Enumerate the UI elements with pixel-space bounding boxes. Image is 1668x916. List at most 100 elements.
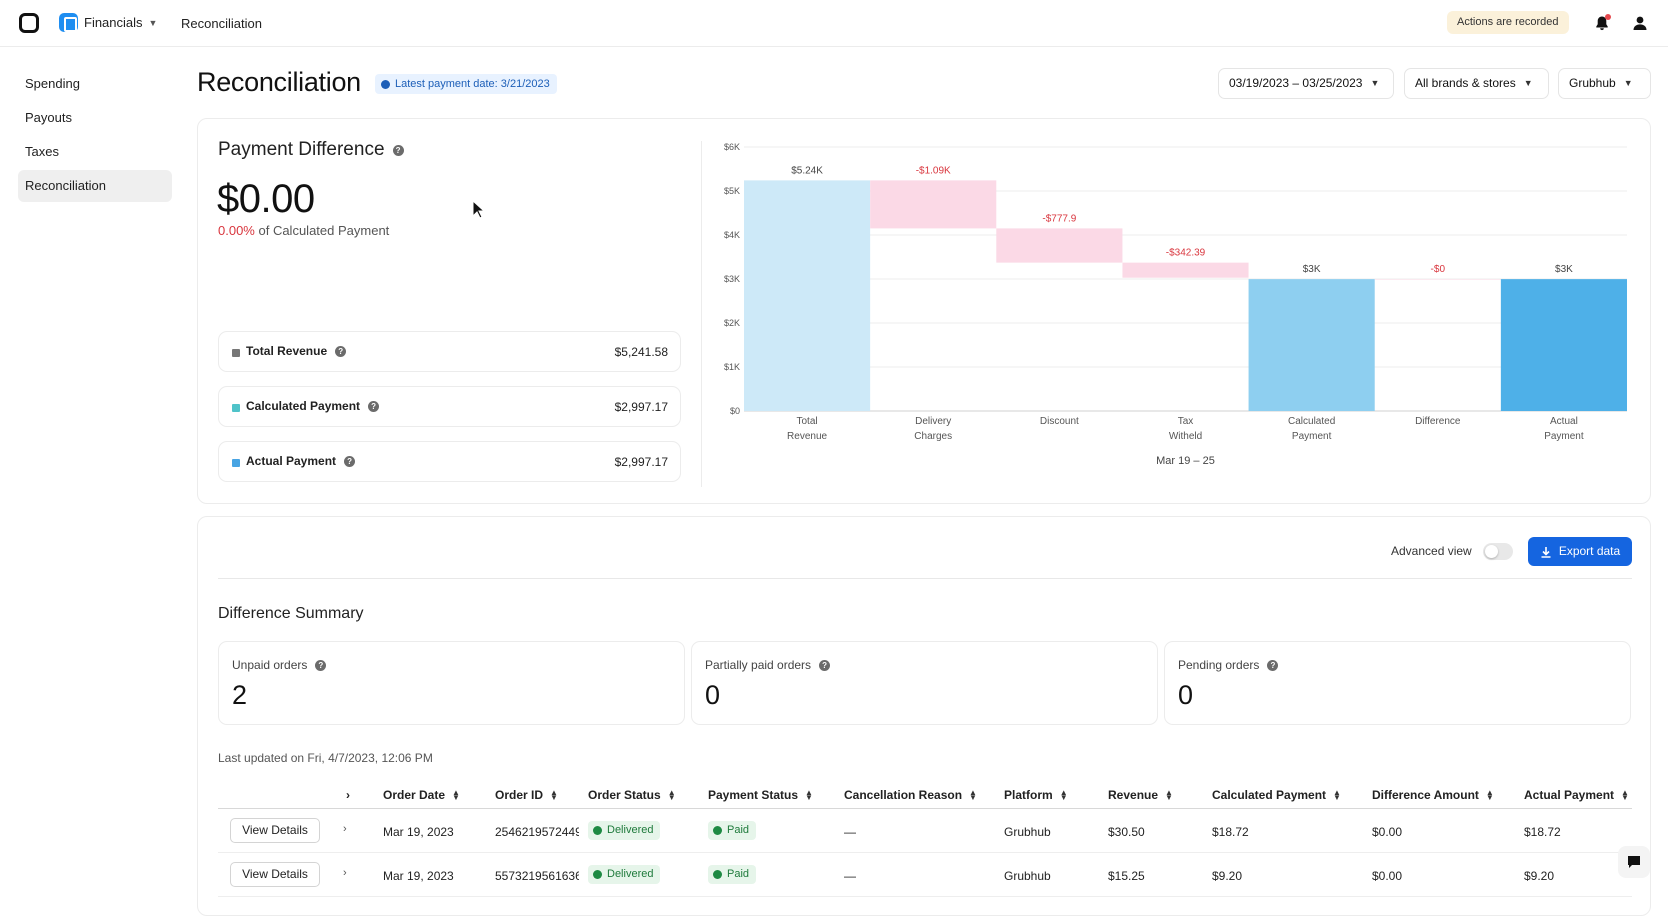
col-payment-status[interactable]: Payment Status ▲ ▼	[708, 788, 813, 802]
sort-icon: ▲ ▼	[452, 788, 460, 802]
order-status-text: Delivered	[607, 868, 654, 880]
home-logo-icon[interactable]	[19, 13, 39, 33]
cell-order-id: 2546219572449	[495, 825, 579, 839]
sort-icon: ▲ ▼	[1165, 788, 1173, 802]
order-status-badge: Delivered	[588, 865, 661, 884]
cell-difference-amount: $0.00	[1372, 869, 1403, 883]
col-difference-amount[interactable]: Difference Amount ▲ ▼	[1372, 788, 1494, 802]
col-label: Platform	[1004, 788, 1053, 802]
bell-icon[interactable]	[1594, 15, 1610, 31]
expand-row-chevron-icon[interactable]: ›	[343, 823, 347, 835]
col-label: Calculated Payment	[1212, 788, 1327, 802]
waterfall-bar	[870, 180, 997, 229]
check-icon	[713, 870, 722, 879]
stat-unpaid-orders: Unpaid orders? 2	[218, 641, 685, 725]
sidebar-item-taxes[interactable]: Taxes	[25, 144, 59, 159]
help-icon[interactable]: ?	[315, 659, 327, 671]
legend-calculated-payment: Calculated Payment? $2,997.17	[218, 386, 681, 427]
y-tick-label: $6K	[724, 142, 740, 152]
check-icon	[593, 870, 602, 879]
view-details-button[interactable]: View Details	[230, 862, 320, 887]
col-actual-payment[interactable]: Actual Payment ▲ ▼	[1524, 788, 1629, 802]
col-revenue[interactable]: Revenue ▲ ▼	[1108, 788, 1173, 802]
x-tick-label: Difference	[1415, 416, 1461, 427]
difference-summary-title: Difference Summary	[218, 605, 364, 622]
x-tick-label: Discount	[1040, 416, 1079, 427]
table-row: View Details › Mar 19, 2023 254621957244…	[218, 809, 1632, 853]
sidebar-item-payouts[interactable]: Payouts	[25, 110, 72, 125]
view-details-button[interactable]: View Details	[230, 818, 320, 843]
table-row: View Details › Mar 19, 2023 557321956163…	[218, 853, 1632, 897]
chat-button[interactable]	[1618, 846, 1650, 878]
col-order-status[interactable]: Order Status ▲ ▼	[588, 788, 676, 802]
platform-value: Grubhub	[1569, 76, 1616, 90]
breadcrumb[interactable]: Reconciliation	[181, 16, 262, 31]
stat-label: Pending orders?	[1178, 658, 1279, 672]
col-cancellation-reason[interactable]: Cancellation Reason ▲ ▼	[844, 788, 977, 802]
col-platform[interactable]: Platform ▲ ▼	[1004, 788, 1068, 802]
app-name: Financials	[84, 15, 143, 30]
legend-label: Calculated Payment?	[246, 399, 380, 413]
date-range-select[interactable]: 03/19/2023 – 03/25/2023 ▼	[1218, 68, 1394, 99]
x-tick-label: Total	[797, 416, 818, 427]
data-label: -$777.9	[1042, 213, 1076, 224]
waterfall-bar	[996, 228, 1123, 263]
advanced-view-label: Advanced view	[1391, 544, 1472, 558]
col-label: Actual Payment	[1524, 788, 1615, 802]
orders-table: › Order Date ▲ ▼ Order ID ▲ ▼ Order Status ▲ ▼…	[218, 779, 1632, 897]
chevron-down-icon: ▼	[1623, 78, 1633, 88]
stat-partially-paid-orders: Partially paid orders? 0	[691, 641, 1158, 725]
sort-icon: ▲ ▼	[550, 788, 558, 802]
x-tick-label: Revenue	[787, 431, 827, 442]
x-tick-label: Payment	[1292, 431, 1332, 442]
help-icon[interactable]: ?	[368, 400, 380, 412]
order-status-badge: Delivered	[588, 821, 661, 840]
waterfall-bar	[1500, 279, 1627, 411]
waterfall-bar	[744, 180, 871, 411]
cell-cancellation-reason: —	[844, 869, 856, 883]
help-icon[interactable]: ?	[392, 144, 404, 156]
y-tick-label: $5K	[724, 186, 740, 196]
stat-value: 2	[232, 680, 248, 710]
col-order-id[interactable]: Order ID ▲ ▼	[495, 788, 558, 802]
y-tick-label: $2K	[724, 318, 740, 328]
difference-summary-card: Advanced view Export data Difference Sum…	[197, 516, 1651, 916]
app-switcher[interactable]: Financials ▼	[59, 13, 157, 32]
help-icon[interactable]: ?	[344, 455, 356, 467]
cell-order-id: 5573219561636	[495, 869, 579, 883]
sidebar-item-spending[interactable]: Spending	[25, 76, 80, 91]
help-icon[interactable]: ?	[819, 659, 831, 671]
help-icon[interactable]: ?	[335, 345, 347, 357]
pct-suffix: of Calculated Payment	[254, 223, 390, 238]
expand-row-chevron-icon[interactable]: ›	[343, 867, 347, 879]
expand-all-chevron-icon[interactable]: ›	[346, 788, 350, 802]
x-tick-label: Tax	[1178, 416, 1194, 427]
payment-status-badge: Paid	[708, 865, 757, 884]
y-tick-label: $4K	[724, 230, 740, 240]
platform-select[interactable]: Grubhub ▼	[1558, 68, 1651, 99]
user-icon[interactable]	[1632, 15, 1648, 31]
export-data-label: Export data	[1558, 544, 1621, 558]
divider	[701, 141, 702, 487]
x-tick-label: Charges	[914, 431, 952, 442]
latest-payment-text: Latest payment date: 3/21/2023	[395, 78, 550, 90]
brands-select[interactable]: All brands & stores ▼	[1404, 68, 1549, 99]
payment-status-text: Paid	[727, 824, 750, 836]
brands-value: All brands & stores	[1415, 76, 1516, 90]
col-label: Cancellation Reason	[844, 788, 963, 802]
col-order-date[interactable]: Order Date ▲ ▼	[383, 788, 460, 802]
divider	[218, 578, 1632, 579]
data-label: -$0	[1431, 264, 1446, 275]
x-axis-label: Mar 19 – 25	[1156, 455, 1215, 467]
waterfall-chart: $0 $1K $2K $3K $4K $5K $6K $5.24K Total Revenue -$…	[724, 142, 1627, 467]
col-label: Payment Status	[708, 788, 799, 802]
stat-label-text: Partially paid orders	[705, 658, 812, 672]
page-title: Reconciliation	[197, 67, 361, 97]
col-calculated-payment[interactable]: Calculated Payment ▲ ▼	[1212, 788, 1341, 802]
help-icon[interactable]: ?	[1267, 659, 1279, 671]
sort-icon: ▲ ▼	[1485, 788, 1494, 802]
export-data-button[interactable]: Export data	[1528, 537, 1632, 566]
x-tick-label: Actual	[1550, 416, 1578, 427]
advanced-view-toggle[interactable]	[1483, 543, 1513, 560]
sidebar-item-reconciliation[interactable]: Reconciliation	[18, 170, 172, 202]
